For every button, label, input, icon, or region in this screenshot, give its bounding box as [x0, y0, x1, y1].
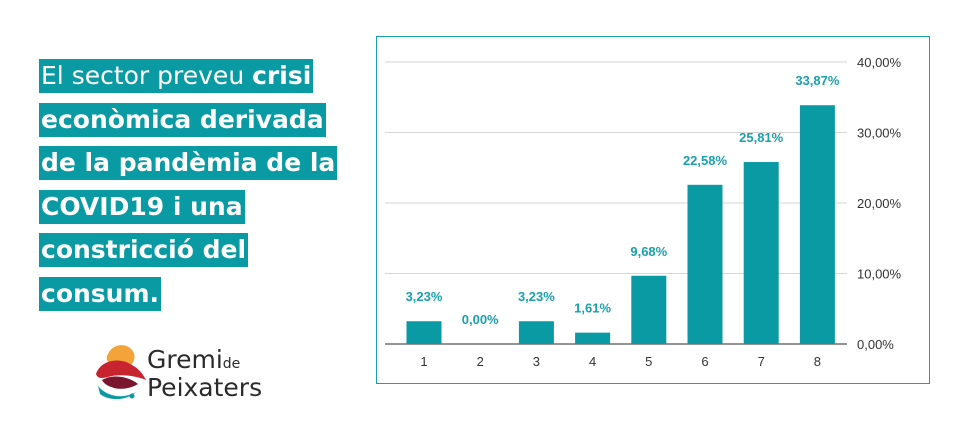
x-tick-label: 6: [701, 354, 708, 369]
bar: [743, 162, 779, 344]
fish-logo-icon: [96, 345, 146, 400]
y-tick-label: 10,00%: [857, 267, 902, 282]
x-tick-label: 1: [420, 354, 427, 369]
y-tick-label: 0,00%: [857, 337, 894, 352]
x-tick-label: 4: [589, 354, 596, 369]
bar: [406, 321, 442, 344]
headline-light: El sector preveu: [41, 61, 253, 90]
data-label: 0,00%: [462, 312, 499, 327]
data-label: 1,61%: [574, 301, 611, 316]
bar: [518, 321, 554, 344]
bar: [687, 184, 723, 344]
data-label: 33,87%: [795, 73, 840, 88]
headline: El sector preveu crisi econòmica derivad…: [39, 54, 339, 315]
bar: [799, 105, 835, 345]
bar: [631, 275, 667, 344]
data-label: 3,23%: [406, 289, 443, 304]
bar-chart-svg: 0,00%10,00%20,00%30,00%40,00%3,23%10,00%…: [385, 55, 902, 369]
x-tick-label: 3: [533, 354, 540, 369]
y-tick-label: 30,00%: [857, 126, 902, 141]
y-tick-label: 40,00%: [857, 55, 902, 70]
data-label: 9,68%: [630, 244, 667, 259]
x-tick-label: 5: [645, 354, 652, 369]
data-label: 22,58%: [683, 153, 728, 168]
x-tick-label: 7: [758, 354, 765, 369]
gremi-peixaters-logo: Gremide Peixaters: [92, 340, 292, 410]
data-label: 3,23%: [518, 289, 555, 304]
x-tick-label: 8: [814, 354, 821, 369]
bar-chart: 0,00% 10,00% 20,00% 30,00% 40,00% 3,23% 1 0,00%…: [376, 36, 930, 384]
data-label: 25,81%: [739, 130, 784, 145]
logo-text-peixaters: Peixaters: [147, 373, 263, 402]
y-tick-label: 20,00%: [857, 196, 902, 211]
logo-text-gremi: Gremide: [147, 345, 241, 374]
headline-bold: crisi econòmica derivada de la pandèmia …: [41, 61, 336, 308]
x-tick-label: 2: [477, 354, 484, 369]
bar: [575, 332, 611, 344]
